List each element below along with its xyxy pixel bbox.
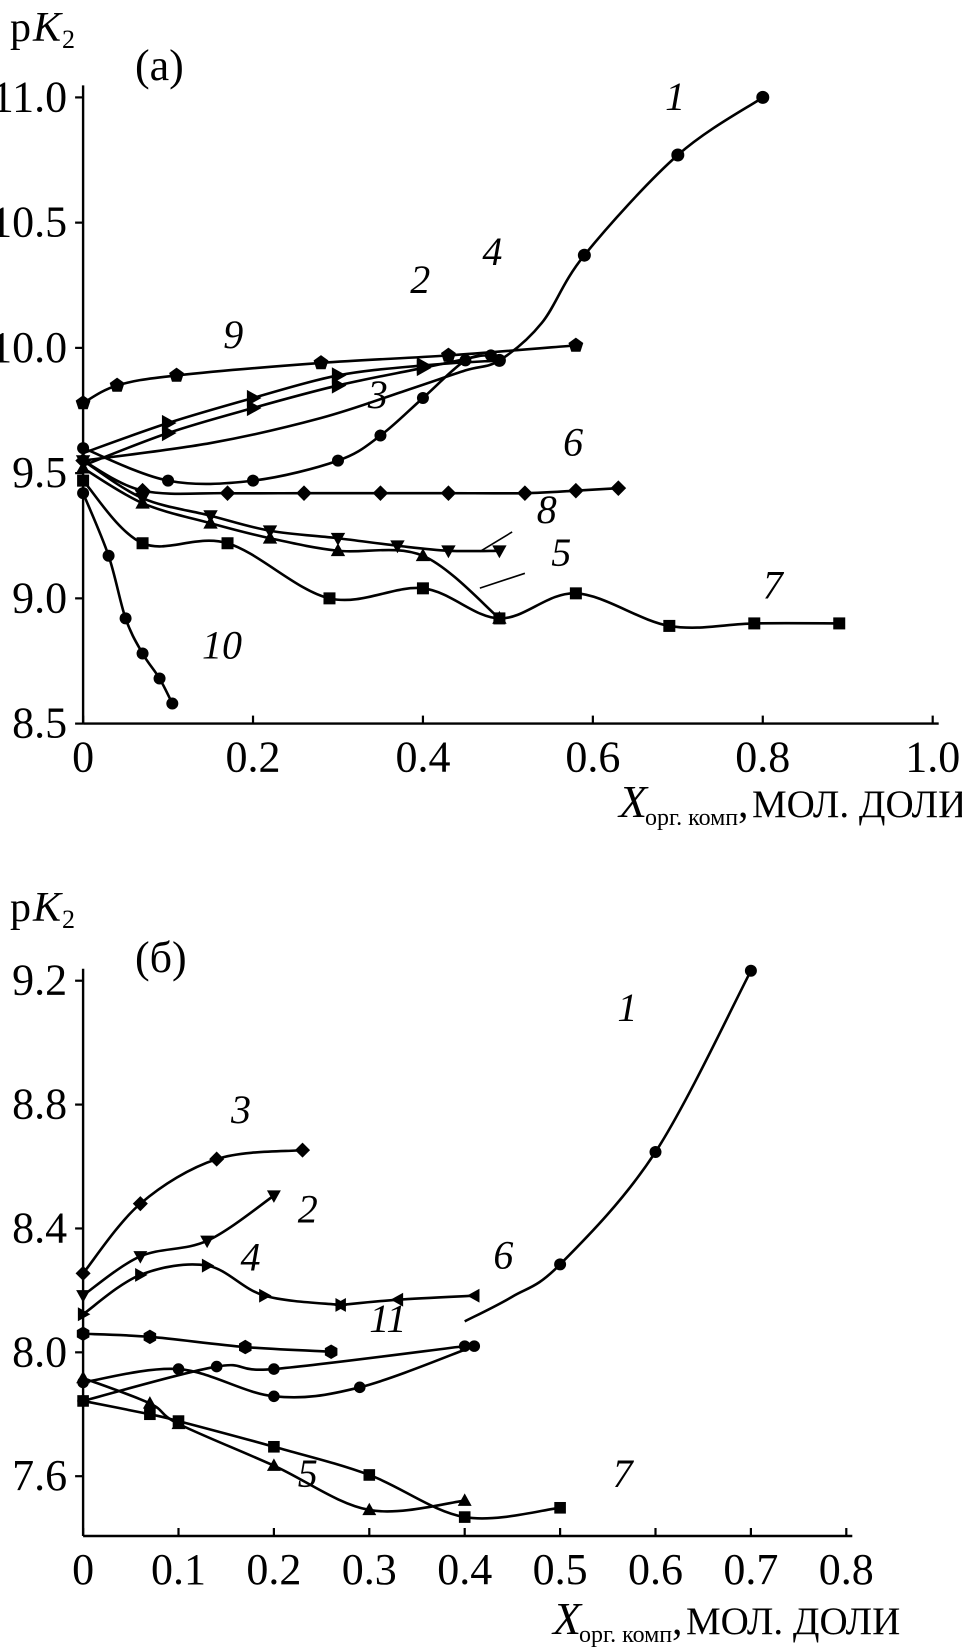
svg-text:8.0: 8.0	[12, 1327, 67, 1376]
svg-text:0.7: 0.7	[723, 1545, 778, 1594]
svg-text:7.6: 7.6	[12, 1451, 67, 1500]
svg-text:10.5: 10.5	[0, 198, 67, 247]
svg-text:9.2: 9.2	[12, 956, 67, 1005]
svg-text:,: ,	[672, 1598, 683, 1644]
svg-text:8.8: 8.8	[12, 1080, 67, 1129]
svg-text:7: 7	[613, 1451, 635, 1496]
svg-text:0.2: 0.2	[226, 733, 281, 782]
svg-text:11.0: 11.0	[0, 72, 67, 121]
svg-text:7: 7	[763, 562, 785, 607]
svg-text:10.0: 10.0	[0, 323, 67, 372]
svg-text:0.3: 0.3	[342, 1545, 397, 1594]
svg-text:4: 4	[241, 1234, 261, 1279]
svg-text:9: 9	[223, 312, 243, 357]
svg-text:8.5: 8.5	[12, 699, 67, 748]
svg-text:(a): (a)	[135, 41, 184, 90]
svg-text:(б): (б)	[135, 933, 187, 982]
svg-text:0.1: 0.1	[151, 1545, 206, 1594]
svg-text:p: p	[10, 5, 31, 51]
svg-text:0.8: 0.8	[819, 1545, 874, 1594]
svg-text:K: K	[32, 5, 63, 51]
svg-text:6: 6	[493, 1233, 513, 1278]
svg-text:5: 5	[298, 1451, 318, 1496]
svg-text:1: 1	[665, 74, 685, 119]
svg-text:8: 8	[537, 487, 557, 532]
svg-text:2: 2	[298, 1186, 318, 1231]
svg-text:0.5: 0.5	[533, 1545, 588, 1594]
svg-text:5: 5	[551, 530, 571, 575]
svg-text:10: 10	[202, 622, 242, 667]
svg-text:0: 0	[72, 1545, 94, 1594]
svg-text:орг. комп: орг. комп	[645, 805, 738, 831]
svg-text:8.4: 8.4	[12, 1203, 67, 1252]
svg-text:МОЛ. ДОЛИ: МОЛ. ДОЛИ	[686, 1600, 900, 1643]
svg-text:0.6: 0.6	[628, 1545, 683, 1594]
svg-text:9.5: 9.5	[12, 448, 67, 497]
svg-text:9.0: 9.0	[12, 573, 67, 622]
svg-text:0.4: 0.4	[395, 733, 450, 782]
svg-text:2: 2	[62, 905, 75, 934]
svg-text:0.8: 0.8	[735, 733, 790, 782]
svg-text:6: 6	[563, 420, 583, 465]
svg-text:0.4: 0.4	[437, 1545, 492, 1594]
svg-text:3: 3	[230, 1087, 251, 1132]
svg-text:4: 4	[482, 229, 502, 274]
svg-text:орг. комп: орг. комп	[579, 1622, 672, 1648]
svg-text:3: 3	[367, 372, 388, 417]
svg-text:0: 0	[72, 733, 94, 782]
svg-text:2: 2	[62, 25, 75, 54]
svg-text:K: K	[32, 885, 63, 931]
svg-text:p: p	[10, 885, 31, 931]
svg-text:1: 1	[617, 985, 637, 1030]
svg-text:0.2: 0.2	[246, 1545, 301, 1594]
svg-text:МОЛ. ДОЛИ: МОЛ. ДОЛИ	[752, 783, 962, 826]
svg-text:0.6: 0.6	[565, 733, 620, 782]
svg-text:1.0: 1.0	[905, 733, 960, 782]
svg-text:2: 2	[410, 257, 430, 302]
svg-text:,: ,	[738, 781, 749, 827]
svg-text:11: 11	[369, 1296, 406, 1341]
